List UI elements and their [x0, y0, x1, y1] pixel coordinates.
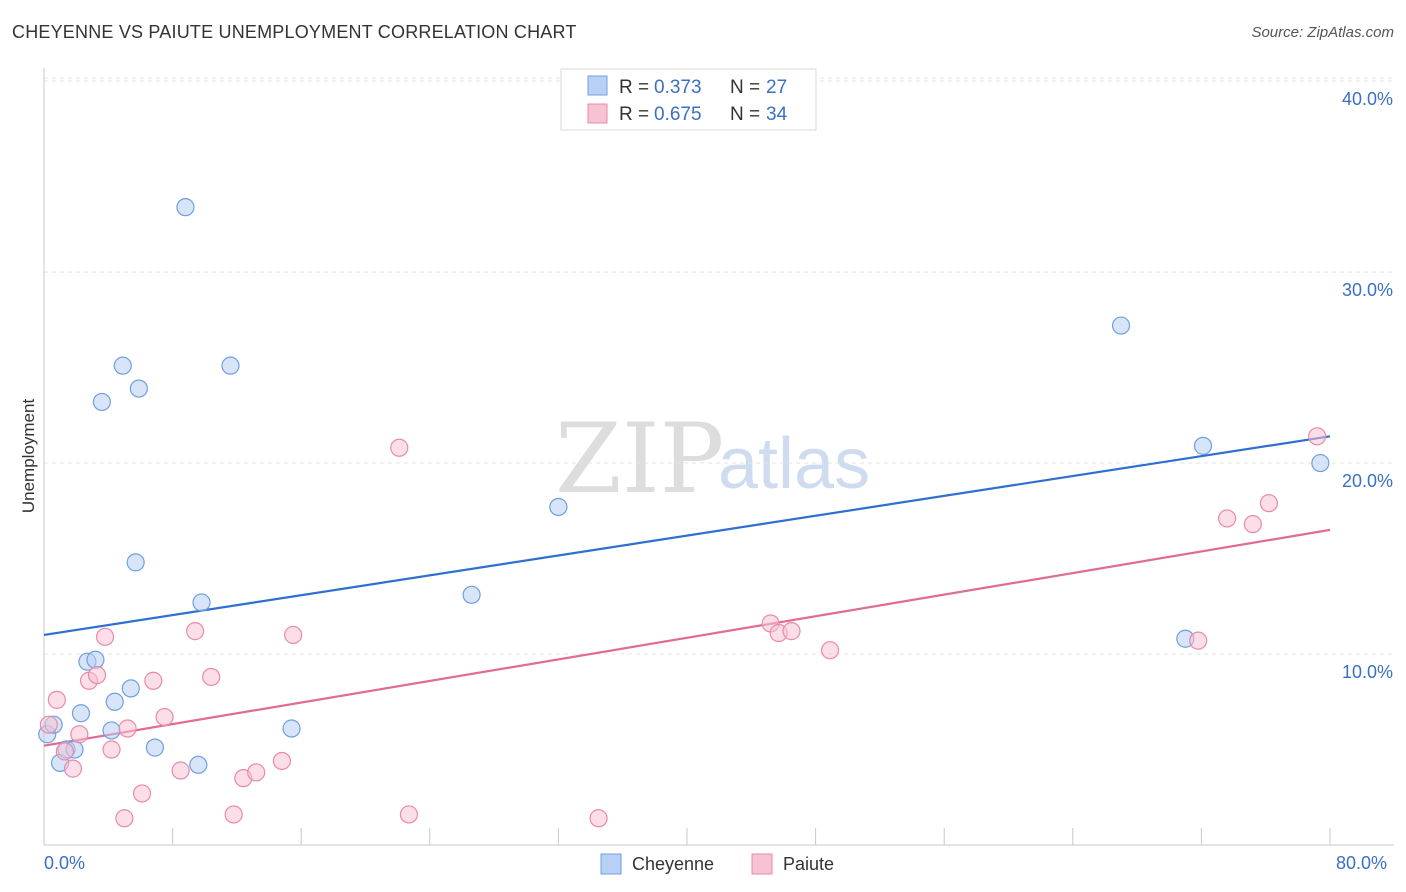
- x-tick-label-max: 80.0%: [1336, 853, 1387, 873]
- y-tick-label-40: 40.0%: [1342, 89, 1393, 109]
- top-legend: R = 0.373 N = 27 R = 0.675 N = 34: [560, 68, 817, 131]
- series-paiute: [39, 427, 1327, 828]
- bottom-legend-swatch-cheyenne: [600, 853, 622, 875]
- paiute-point-14: [171, 761, 190, 780]
- cheyenne-point-15: [145, 738, 165, 757]
- paiute-point-1: [47, 690, 66, 709]
- paiute-point-6: [87, 665, 107, 685]
- cheyenne-point-10: [102, 721, 121, 740]
- cheyenne-point-8: [92, 392, 111, 412]
- cheyenne-point-20: [282, 719, 301, 738]
- legend-swatch-cheyenne: [587, 75, 608, 96]
- series-cheyenne: [38, 198, 1330, 774]
- paiute-point-30: [1218, 509, 1237, 528]
- cheyenne-point-22: [549, 497, 568, 517]
- cheyenne-point-12: [121, 679, 140, 698]
- cheyenne-point-16: [176, 198, 195, 217]
- y-axis-title: Unemployment: [19, 399, 38, 514]
- grid-lines: [44, 77, 1394, 655]
- legend-n-label-paiute: N =: [730, 104, 760, 125]
- legend-swatch-paiute: [587, 103, 608, 124]
- y-tick-label-20: 20.0%: [1342, 471, 1393, 491]
- paiute-point-7: [95, 627, 115, 646]
- cheyenne-point-21: [462, 585, 481, 604]
- axes: [43, 68, 1394, 846]
- y-tick-labels: 10.0% 20.0% 30.0% 40.0%: [1342, 89, 1393, 682]
- paiute-point-9: [115, 809, 134, 828]
- cheyenne-point-11: [113, 356, 132, 375]
- trend-lines: [43, 435, 1331, 747]
- paiute-point-31: [1243, 515, 1262, 534]
- paiute-point-28: [820, 641, 840, 660]
- legend-n-value-paiute: 34: [766, 104, 788, 125]
- paiute-point-10: [118, 719, 137, 738]
- y-tick-label-30: 30.0%: [1342, 280, 1393, 300]
- data-points: [38, 198, 1330, 828]
- legend-r-label-cheyenne: R =: [619, 77, 649, 98]
- x-tick-labels: 0.0% 80.0%: [44, 853, 1387, 873]
- cheyenne-point-5: [71, 704, 91, 723]
- cheyenne-point-14: [129, 379, 148, 398]
- source-label: Source: ZipAtlas.com: [1251, 24, 1394, 41]
- paiute-point-19: [247, 763, 266, 782]
- cheyenne-point-9: [105, 692, 124, 711]
- paiute-point-33: [1308, 427, 1327, 446]
- cheyenne-point-19: [221, 356, 240, 375]
- legend-r-value-cheyenne: 0.373: [654, 77, 702, 98]
- paiute-point-21: [284, 625, 303, 645]
- paiute-point-8: [102, 740, 121, 759]
- cheyenne-point-13: [126, 553, 145, 572]
- paiute-point-29: [1189, 631, 1208, 650]
- paiute-point-12: [144, 671, 163, 690]
- bottom-legend-swatch-paiute: [751, 853, 773, 875]
- cheyenne-point-23: [1111, 316, 1131, 335]
- paiute-point-32: [1259, 494, 1279, 513]
- cheyenne-point-26: [1311, 453, 1330, 473]
- y-tick-label-10: 10.0%: [1342, 662, 1393, 682]
- cheyenne-point-25: [1193, 436, 1213, 455]
- bottom-legend-label-cheyenne: Cheyenne: [632, 854, 714, 874]
- paiute-point-16: [202, 667, 221, 687]
- legend-n-label-cheyenne: N =: [730, 77, 760, 98]
- paiute-point-20: [272, 751, 292, 771]
- legend-n-value-cheyenne: 27: [766, 77, 787, 98]
- paiute-point-0: [39, 715, 58, 734]
- paiute-point-23: [399, 805, 419, 824]
- bottom-legend: Cheyenne Paiute: [600, 853, 834, 875]
- paiute-point-13: [155, 707, 174, 727]
- cheyenne-point-18: [192, 593, 211, 612]
- paiute-point-2: [55, 742, 74, 761]
- legend-r-value-paiute: 0.675: [654, 104, 702, 125]
- paiute-point-17: [224, 805, 243, 824]
- trend-line-cheyenne: [43, 435, 1331, 637]
- x-tick-label-min: 0.0%: [44, 853, 85, 873]
- cheyenne-point-17: [189, 755, 208, 774]
- paiute-point-24: [589, 809, 608, 828]
- chart-title: CHEYENNE VS PAIUTE UNEMPLOYMENT CORRELAT…: [12, 22, 577, 42]
- paiute-point-4: [70, 725, 89, 744]
- paiute-point-11: [132, 784, 152, 803]
- paiute-point-27: [782, 622, 801, 641]
- watermark-atlas: atlas: [718, 424, 870, 504]
- paiute-point-15: [186, 622, 205, 641]
- legend-r-label-paiute: R =: [619, 104, 649, 125]
- paiute-point-3: [63, 759, 83, 778]
- trend-line-paiute: [43, 528, 1331, 747]
- bottom-legend-label-paiute: Paiute: [783, 854, 834, 874]
- cheyenne-point-7: [86, 650, 105, 669]
- paiute-point-22: [390, 438, 409, 457]
- watermark-zip: ZIP: [555, 403, 724, 515]
